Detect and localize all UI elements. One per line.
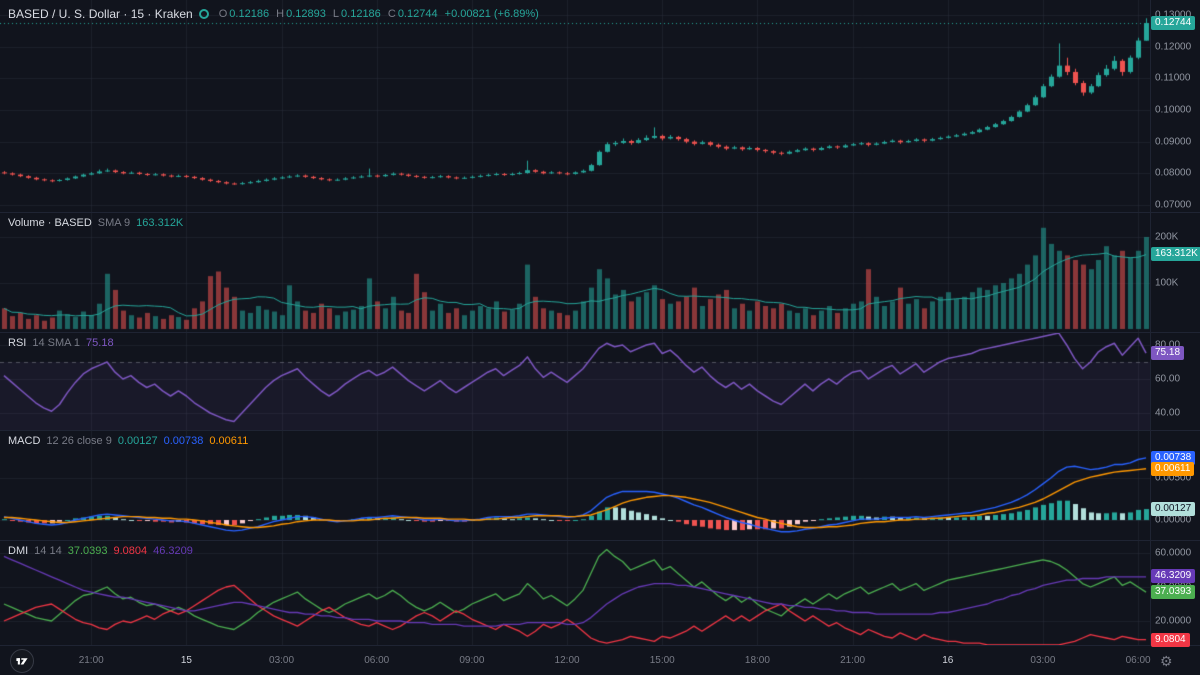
time-axis-label: 03:00 <box>269 655 295 666</box>
rsi-badge: 75.18 <box>1151 346 1185 361</box>
price-axis-label: 0.10000 <box>1155 104 1192 116</box>
macd-hist-badge: 0.00127 <box>1151 502 1196 517</box>
open-value: 0.12186 <box>229 8 270 20</box>
close-value: 0.12744 <box>397 8 438 20</box>
pane-separator[interactable] <box>0 212 1200 213</box>
dmi-adx-value: 46.3209 <box>153 545 193 557</box>
open-label: O <box>218 8 228 20</box>
dmi-pane-legend: DMI 14 14 37.0393 9.0804 46.3209 <box>8 545 193 557</box>
time-axis-label: 06:00 <box>1125 655 1151 666</box>
pane-separator[interactable] <box>0 332 1200 333</box>
price-change: +0.00821 (+6.89%) <box>444 8 539 20</box>
dmi-minus-di-badge: 9.0804 <box>1151 632 1190 647</box>
rsi-indicator-title[interactable]: RSI <box>8 337 27 349</box>
time-axis-label: 21:00 <box>840 655 866 666</box>
time-axis-label: 03:00 <box>1030 655 1056 666</box>
dmi-axis-label: 60.0000 <box>1155 547 1192 559</box>
rsi-axis-label: 80.00 <box>1155 339 1181 351</box>
price-pane-canvas[interactable] <box>0 0 1150 212</box>
macd-indicator-params: 12 26 close 9 <box>46 435 112 447</box>
price-axis-label: 0.13000 <box>1155 9 1192 21</box>
price-pane-legend: BASED / U. S. Dollar · 15 · Kraken O 0.12… <box>8 7 539 21</box>
volume-axis-label: 200K <box>1155 231 1179 243</box>
macd-line-badge: 0.00738 <box>1151 451 1196 465</box>
tradingview-logo-glyph <box>16 658 28 665</box>
pane-separator[interactable] <box>0 430 1200 431</box>
pane-separator[interactable] <box>0 540 1200 541</box>
rsi-axis-label: 60.00 <box>1155 373 1181 385</box>
rsi-pane-canvas[interactable] <box>0 332 1150 430</box>
price-scale[interactable] <box>1150 0 1200 645</box>
dmi-adx-badge: 46.3209 <box>1151 569 1196 584</box>
time-axis-label: 15:00 <box>649 655 675 666</box>
dmi-indicator-title[interactable]: DMI <box>8 545 29 557</box>
rsi-axis-label: 40.00 <box>1155 407 1181 419</box>
time-axis-label: 21:00 <box>78 655 104 666</box>
low-label: L <box>332 8 340 20</box>
time-axis-label: 15 <box>180 655 192 666</box>
symbol-title[interactable]: BASED / U. S. Dollar · 15 · Kraken <box>8 7 193 21</box>
dmi-indicator-params: 14 14 <box>34 545 62 557</box>
macd-indicator-title[interactable]: MACD <box>8 435 41 447</box>
rsi-pane-legend: RSI 14 SMA 1 75.18 <box>8 337 114 349</box>
market-status-icon <box>198 9 209 19</box>
macd-line-value: 0.00738 <box>163 435 204 447</box>
macd-axis-label: 0.00000 <box>1155 514 1192 526</box>
time-scale[interactable]: 21:00 15 03:00 06:00 09:00 12:00 15:00 1… <box>0 645 1200 675</box>
time-axis-label: 18:00 <box>744 655 770 666</box>
volume-indicator-params: SMA 9 <box>97 217 131 229</box>
dmi-plus-di-badge: 37.0393 <box>1151 585 1196 600</box>
dmi-pane-canvas[interactable] <box>0 540 1150 645</box>
tradingview-logo[interactable] <box>10 649 34 673</box>
time-axis-label: 09:00 <box>459 655 485 666</box>
macd-signal-value: 0.00611 <box>209 435 249 447</box>
price-axis-label: 0.08000 <box>1155 167 1192 179</box>
macd-pane-canvas[interactable] <box>0 430 1150 540</box>
dmi-minus-di-value: 9.0804 <box>113 545 148 557</box>
settings-gear-icon[interactable]: ⚙ <box>1160 653 1173 669</box>
macd-pane-legend: MACD 12 26 close 9 0.00127 0.00738 0.006… <box>8 435 248 447</box>
volume-sma-badge: 163.312K <box>1151 246 1200 261</box>
rsi-value: 75.18 <box>86 337 114 349</box>
price-axis-label: 0.09000 <box>1155 136 1192 148</box>
macd-hist-value: 0.00127 <box>117 435 158 447</box>
macd-axis-label: 0.00500 <box>1155 472 1192 484</box>
ohlc-values: O 0.12186 H 0.12893 L 0.12186 C 0.12744 +0.0… <box>215 8 539 20</box>
volume-pane-canvas[interactable] <box>0 212 1150 332</box>
macd-signal-badge: 0.00611 <box>1151 461 1195 476</box>
high-label: H <box>276 8 285 20</box>
close-label: C <box>387 8 396 20</box>
time-axis-label: 06:00 <box>364 655 390 666</box>
time-axis-label: 12:00 <box>554 655 580 666</box>
low-value: 0.12186 <box>341 8 381 20</box>
volume-sma-value: 163.312K <box>136 217 184 229</box>
time-axis-label: 16 <box>942 655 954 666</box>
price-axis-label: 0.12000 <box>1155 41 1192 53</box>
price-axis-label: 0.07000 <box>1155 199 1192 211</box>
volume-pane-legend: Volume · BASED SMA 9 163.312K <box>8 217 183 229</box>
dmi-plus-di-value: 37.0393 <box>67 545 108 557</box>
volume-indicator-title[interactable]: Volume · BASED <box>8 217 92 229</box>
rsi-indicator-params: 14 SMA 1 <box>32 337 81 349</box>
high-value: 0.12893 <box>286 8 326 20</box>
volume-axis-label: 100K <box>1155 277 1179 289</box>
dmi-axis-label: 20.0000 <box>1155 615 1192 627</box>
last-price-badge: 0.12744 <box>1151 16 1196 30</box>
price-axis-label: 0.11000 <box>1155 72 1191 84</box>
